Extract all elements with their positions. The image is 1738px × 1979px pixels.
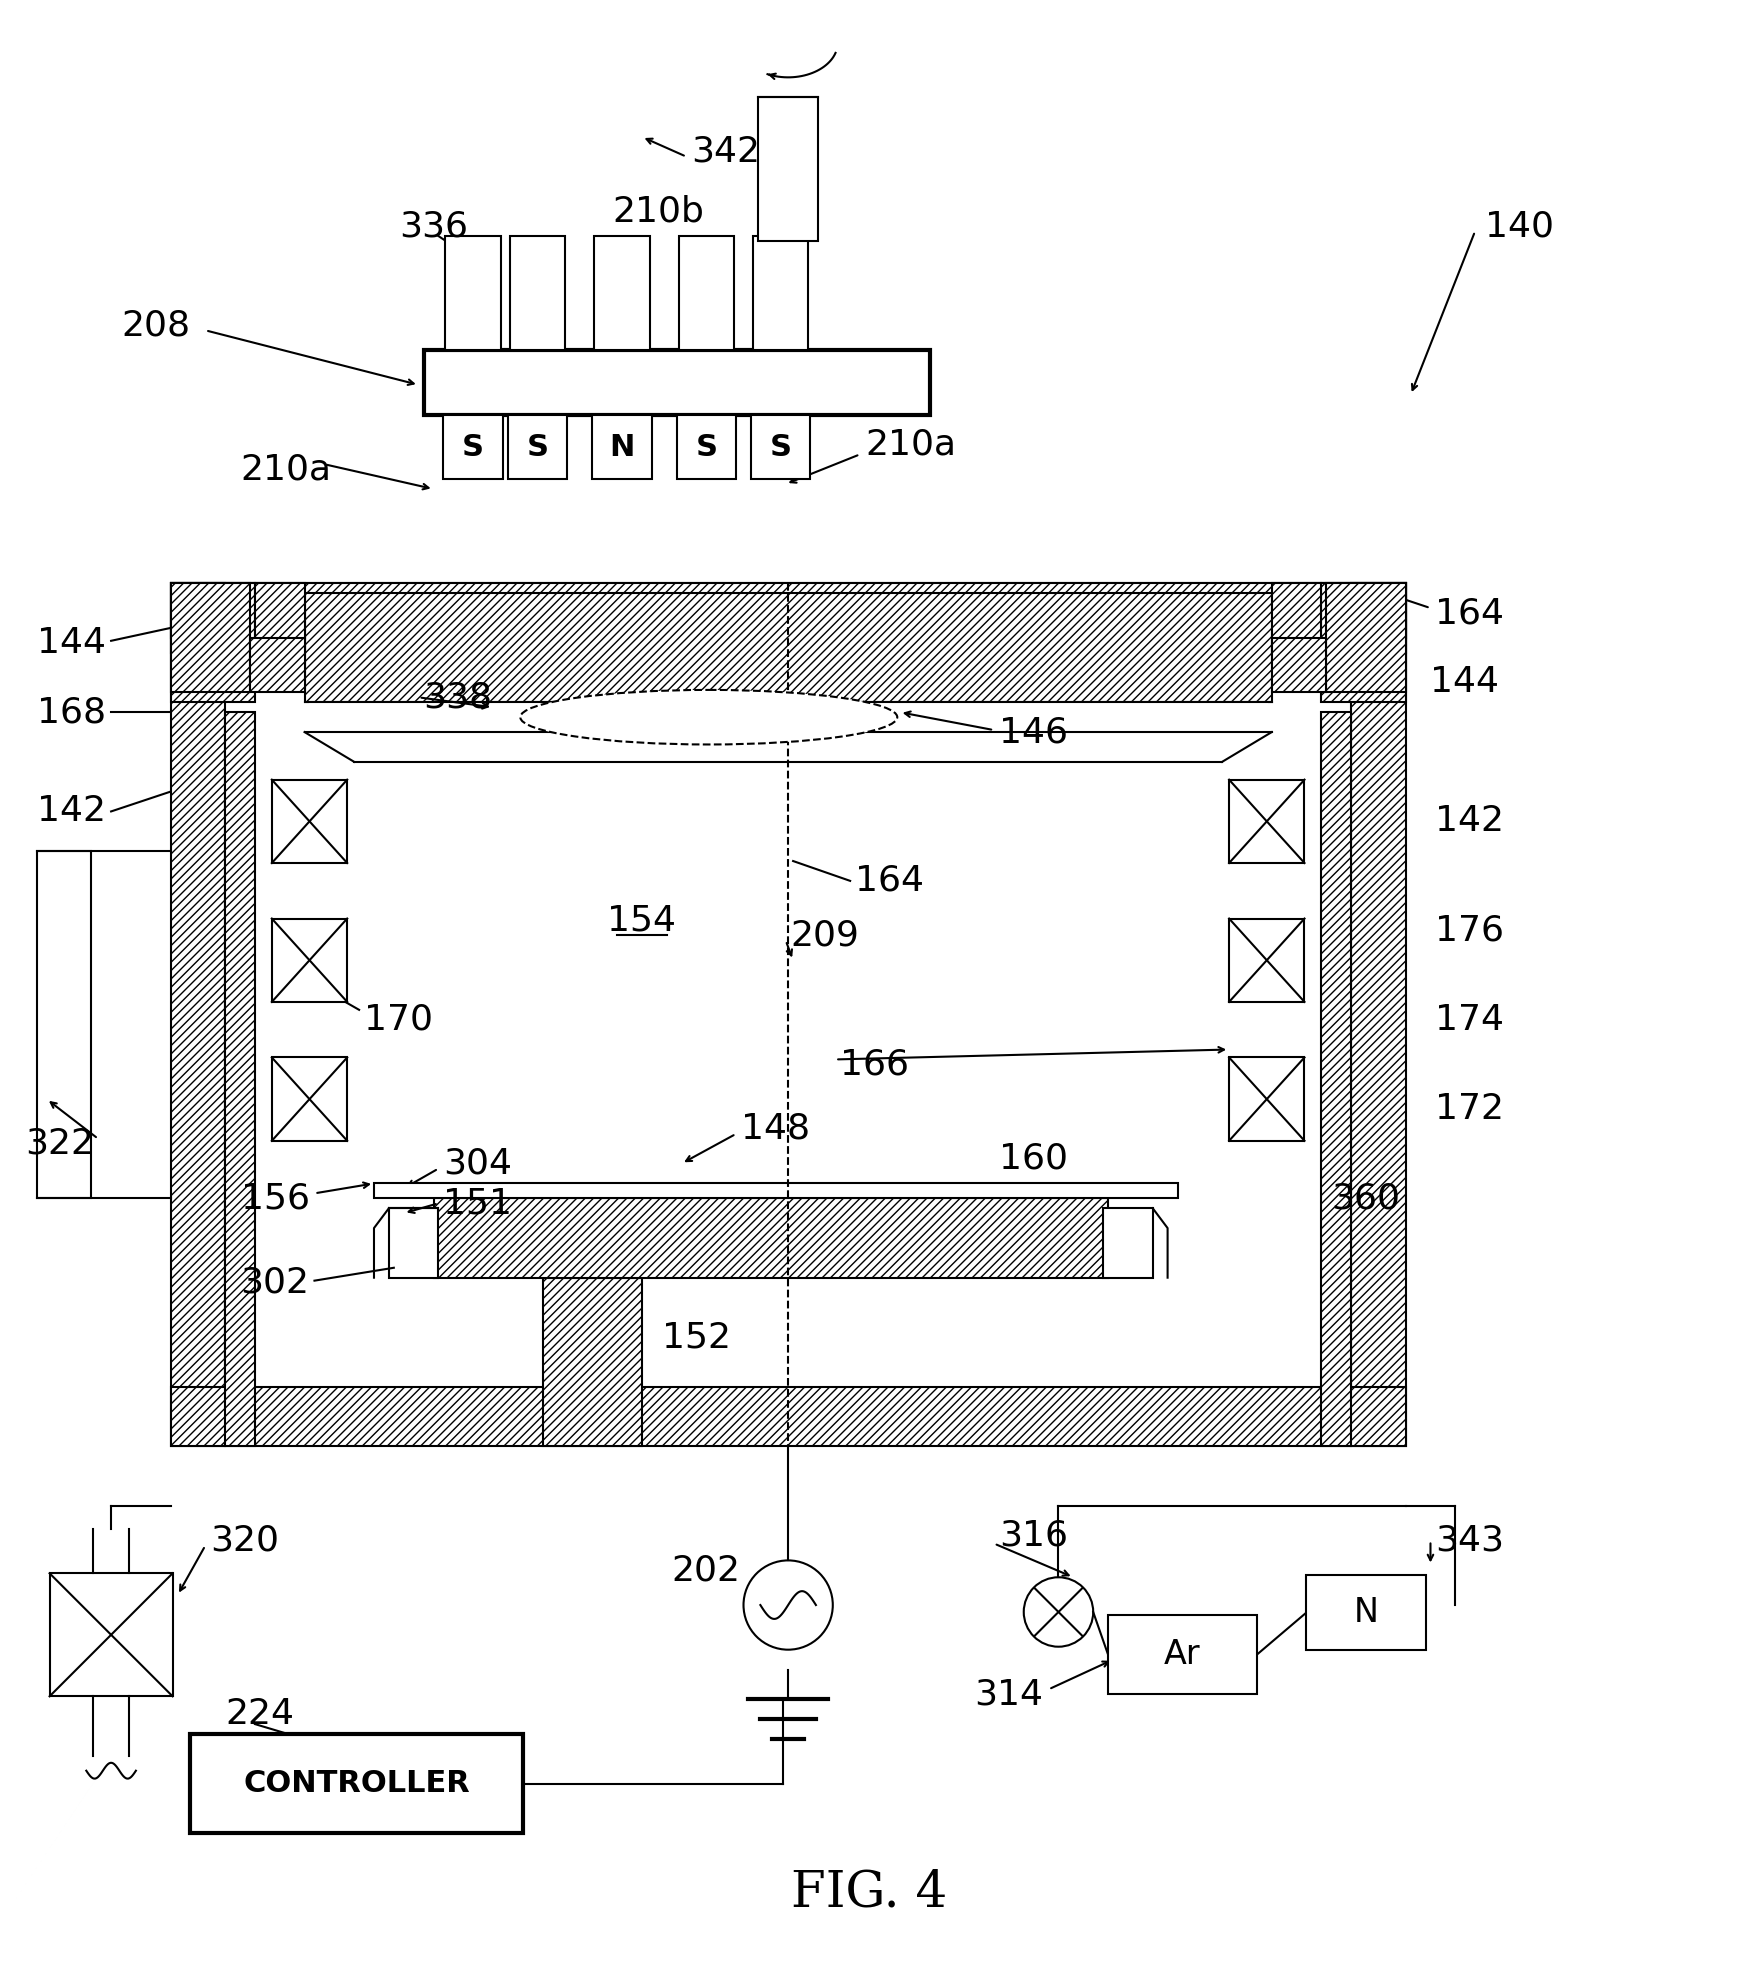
Text: CONTROLLER: CONTROLLER	[243, 1769, 469, 1799]
Text: 170: 170	[363, 1003, 433, 1037]
Bar	[1272, 637, 1326, 693]
Text: 304: 304	[443, 1146, 513, 1181]
Text: 316: 316	[999, 1518, 1067, 1554]
Bar	[170, 1387, 1406, 1447]
Text: 302: 302	[240, 1267, 309, 1300]
Text: 342: 342	[692, 135, 761, 168]
Text: 314: 314	[975, 1678, 1043, 1712]
Bar	[170, 584, 255, 703]
Bar	[1272, 584, 1321, 653]
Bar	[271, 918, 348, 1001]
Text: 210b: 210b	[612, 194, 704, 228]
Bar	[191, 1734, 523, 1833]
Text: 140: 140	[1484, 210, 1554, 243]
Text: S: S	[770, 433, 793, 461]
Text: 152: 152	[662, 1320, 730, 1354]
Bar	[309, 703, 1267, 732]
Text: 208: 208	[122, 309, 191, 342]
Bar	[36, 851, 92, 1199]
Bar	[1104, 1209, 1152, 1278]
Text: S: S	[527, 433, 549, 461]
Text: 164: 164	[1436, 596, 1505, 629]
Bar	[751, 416, 810, 479]
Text: N: N	[610, 433, 634, 461]
Bar	[542, 1278, 641, 1447]
Bar	[170, 584, 226, 1447]
Bar	[676, 416, 737, 479]
Text: 172: 172	[1436, 1092, 1505, 1126]
Ellipse shape	[520, 691, 897, 744]
Bar	[1109, 1615, 1257, 1694]
Bar	[1229, 780, 1305, 863]
Text: 156: 156	[240, 1181, 309, 1215]
Text: 146: 146	[999, 714, 1067, 750]
Bar	[170, 584, 250, 693]
Bar	[50, 1573, 172, 1696]
Bar	[250, 637, 304, 693]
Bar	[374, 1183, 1178, 1199]
Text: S: S	[695, 433, 718, 461]
Bar	[678, 236, 733, 350]
Bar	[758, 97, 819, 241]
Text: 224: 224	[226, 1698, 294, 1732]
Text: Ar: Ar	[1164, 1639, 1201, 1670]
Bar	[271, 1057, 348, 1140]
Bar	[593, 416, 652, 479]
Bar	[509, 236, 565, 350]
Bar	[304, 594, 1272, 703]
Bar	[1321, 584, 1406, 703]
Bar	[594, 236, 650, 350]
Text: N: N	[1354, 1595, 1378, 1629]
Text: 164: 164	[855, 865, 925, 898]
Text: 144: 144	[36, 625, 106, 659]
Text: 144: 144	[1430, 665, 1500, 699]
Text: 148: 148	[740, 1112, 810, 1146]
Bar	[753, 236, 808, 350]
Bar	[1229, 918, 1305, 1001]
Bar	[170, 584, 1406, 653]
Text: 210a: 210a	[240, 451, 330, 487]
Text: 320: 320	[210, 1524, 280, 1557]
Text: 154: 154	[607, 904, 676, 938]
Text: S: S	[462, 433, 485, 461]
Bar	[1321, 712, 1350, 1447]
Bar	[445, 236, 501, 350]
Text: 168: 168	[36, 695, 106, 728]
Text: 336: 336	[400, 210, 468, 243]
Text: 151: 151	[443, 1185, 513, 1221]
Text: 210a: 210a	[866, 427, 956, 461]
Text: 343: 343	[1436, 1524, 1505, 1557]
Text: 360: 360	[1331, 1181, 1401, 1215]
Bar	[424, 350, 930, 416]
Bar	[1350, 584, 1406, 1447]
Text: 166: 166	[839, 1047, 909, 1081]
Bar	[255, 584, 304, 653]
Bar	[433, 1199, 1109, 1278]
Text: 338: 338	[424, 681, 492, 714]
Text: 174: 174	[1436, 1003, 1505, 1037]
Text: 322: 322	[26, 1126, 94, 1162]
Bar	[389, 1209, 438, 1278]
Text: 142: 142	[36, 794, 106, 829]
Bar	[507, 416, 567, 479]
Bar	[271, 780, 348, 863]
Text: 142: 142	[1436, 803, 1505, 839]
Bar	[226, 712, 255, 1447]
Bar	[170, 584, 1406, 637]
Text: 202: 202	[671, 1554, 740, 1587]
Bar	[1326, 584, 1406, 693]
Bar	[1307, 1575, 1425, 1650]
Bar	[1229, 1057, 1305, 1140]
Text: 176: 176	[1436, 914, 1505, 948]
Bar	[443, 416, 502, 479]
Text: FIG. 4: FIG. 4	[791, 1868, 947, 1918]
Text: 209: 209	[791, 918, 860, 952]
Text: 160: 160	[999, 1142, 1067, 1176]
